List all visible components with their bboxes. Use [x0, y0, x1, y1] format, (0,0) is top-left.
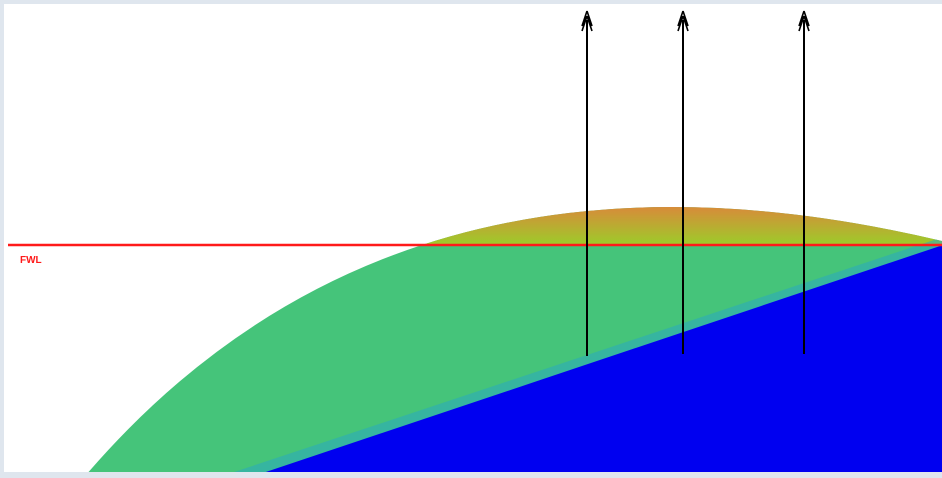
water-zone [236, 244, 942, 472]
well-2[interactable] [677, 10, 689, 354]
well-3[interactable] [798, 10, 810, 354]
capillary-fringe [204, 236, 942, 472]
oil-column [80, 207, 942, 245]
reservoir-cross-section[interactable]: FWL [4, 4, 942, 478]
fwl-label: FWL [20, 255, 42, 266]
well-1[interactable] [581, 10, 593, 356]
arrow-up-icon [798, 10, 810, 32]
arrow-up-icon [677, 10, 689, 32]
arrow-up-icon [581, 10, 593, 32]
